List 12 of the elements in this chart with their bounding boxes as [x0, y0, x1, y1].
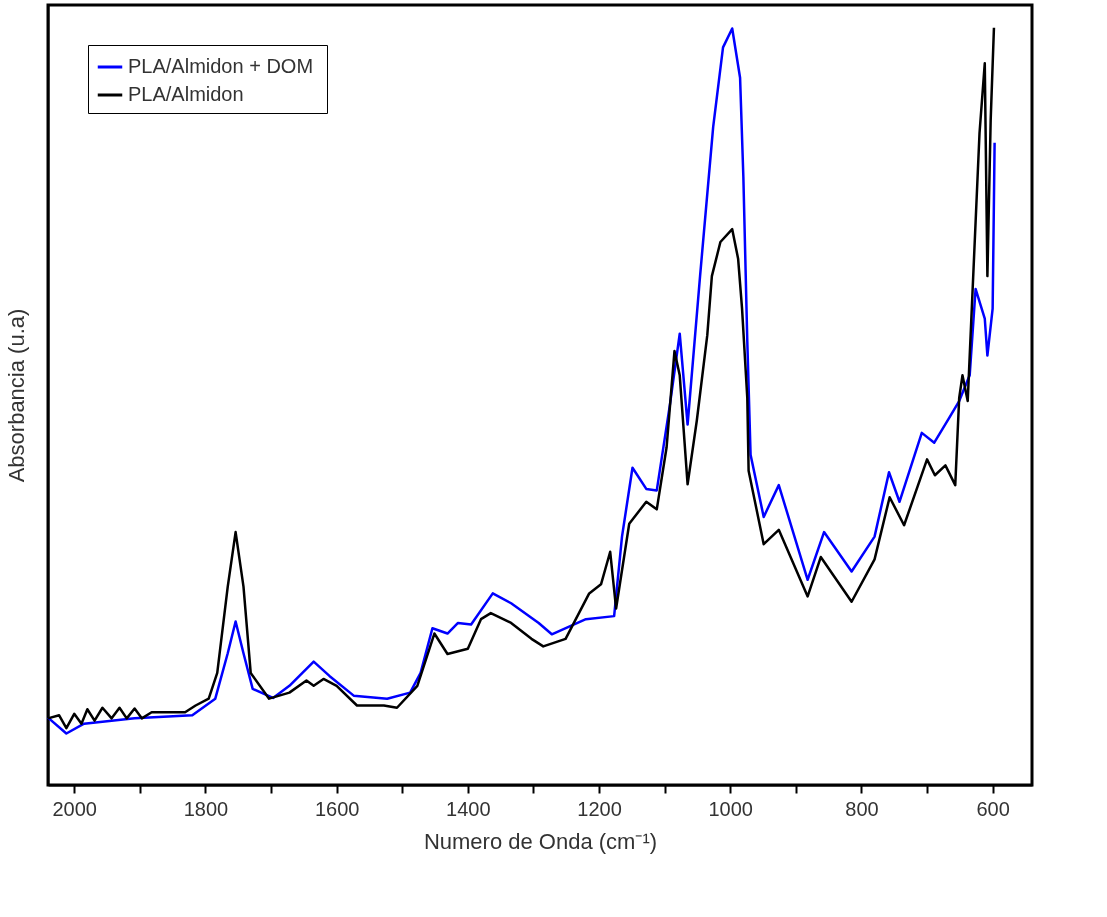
x-tick-label: 600	[976, 797, 1010, 820]
x-tick-label: 800	[845, 797, 879, 820]
x-tick-label: 2000	[52, 797, 97, 820]
x-tick-label: 1400	[446, 797, 491, 820]
legend-label: PLA/Almidon	[128, 83, 244, 105]
x-tick-label: 1600	[314, 797, 360, 820]
x-tick-label: 1200	[577, 797, 622, 820]
x-tick-label: 1000	[708, 797, 753, 820]
y-axis-title: Absorbancia (u.a)	[3, 308, 29, 483]
legend-label: PLA/Almidon + DOM	[128, 55, 314, 77]
x-axis-title: Numero de Onda (cm⁻¹)	[423, 828, 658, 854]
x-tick-label: 1800	[183, 797, 229, 820]
